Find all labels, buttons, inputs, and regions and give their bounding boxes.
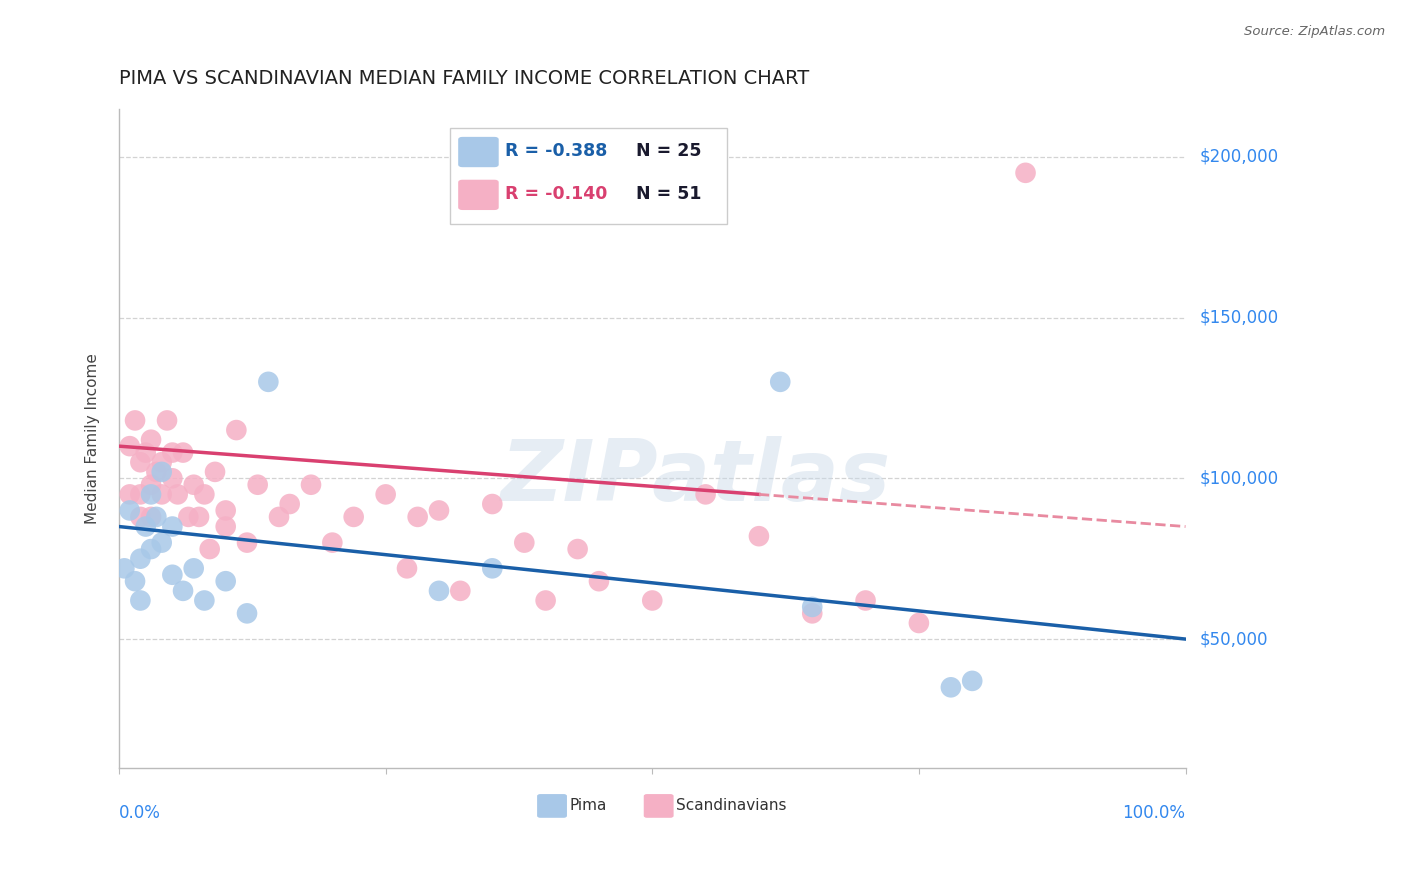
Point [198, 542, 221, 557]
Text: Pima: Pima [569, 798, 606, 814]
Point [513, 535, 536, 549]
Text: $200,000: $200,000 [1199, 148, 1278, 166]
FancyBboxPatch shape [450, 128, 727, 224]
Point [188, 509, 211, 524]
Point [145, 509, 167, 524]
Point [183, 561, 205, 575]
Point [449, 583, 471, 598]
FancyBboxPatch shape [644, 794, 673, 818]
Point [257, 375, 280, 389]
Text: R = -0.388: R = -0.388 [505, 143, 607, 161]
Point [172, 583, 194, 598]
Point [124, 413, 146, 427]
Point [801, 599, 824, 614]
Point [118, 487, 141, 501]
Point [695, 487, 717, 501]
Point [172, 445, 194, 459]
Point [124, 574, 146, 589]
Point [118, 503, 141, 517]
Point [145, 465, 167, 479]
Point [748, 529, 770, 543]
Point [193, 593, 215, 607]
Point [177, 509, 200, 524]
Point [156, 413, 179, 427]
Point [129, 455, 152, 469]
Point [267, 509, 290, 524]
Point [395, 561, 418, 575]
Point [150, 455, 173, 469]
Text: Scandinavians: Scandinavians [676, 798, 786, 814]
Point [641, 593, 664, 607]
Text: N = 51: N = 51 [637, 186, 702, 203]
Text: PIMA VS SCANDINAVIAN MEDIAN FAMILY INCOME CORRELATION CHART: PIMA VS SCANDINAVIAN MEDIAN FAMILY INCOM… [120, 69, 810, 87]
Point [534, 593, 557, 607]
Point [150, 535, 173, 549]
Point [1014, 166, 1036, 180]
Point [299, 477, 322, 491]
Point [908, 615, 931, 630]
Point [939, 681, 962, 695]
Point [139, 433, 162, 447]
Point [129, 509, 152, 524]
Text: Source: ZipAtlas.com: Source: ZipAtlas.com [1244, 25, 1385, 38]
Point [225, 423, 247, 437]
Point [567, 542, 589, 557]
Point [150, 465, 173, 479]
Point [129, 551, 152, 566]
Point [801, 607, 824, 621]
Point [215, 503, 238, 517]
Point [139, 509, 162, 524]
Point [166, 487, 188, 501]
Point [150, 487, 173, 501]
FancyBboxPatch shape [458, 179, 499, 210]
Text: R = -0.140: R = -0.140 [505, 186, 607, 203]
Point [769, 375, 792, 389]
Point [246, 477, 269, 491]
Point [236, 535, 259, 549]
Point [162, 567, 184, 582]
Point [135, 445, 157, 459]
Point [960, 673, 983, 688]
Point [427, 503, 450, 517]
Text: 100.0%: 100.0% [1122, 804, 1185, 822]
Point [215, 574, 238, 589]
FancyBboxPatch shape [537, 794, 567, 818]
Point [135, 519, 157, 533]
Point [427, 583, 450, 598]
Point [129, 593, 152, 607]
Point [139, 477, 162, 491]
Point [236, 607, 259, 621]
Point [139, 487, 162, 501]
Point [204, 465, 226, 479]
Y-axis label: Median Family Income: Median Family Income [86, 352, 100, 524]
Point [118, 439, 141, 453]
Text: $50,000: $50,000 [1199, 630, 1268, 648]
Point [374, 487, 396, 501]
Point [129, 487, 152, 501]
Text: 0.0%: 0.0% [120, 804, 160, 822]
Point [162, 445, 184, 459]
Point [215, 519, 238, 533]
Point [481, 561, 503, 575]
Point [278, 497, 301, 511]
Point [481, 497, 503, 511]
Point [855, 593, 877, 607]
Text: $150,000: $150,000 [1199, 309, 1278, 326]
Text: N = 25: N = 25 [637, 143, 702, 161]
Point [406, 509, 429, 524]
FancyBboxPatch shape [458, 136, 499, 167]
Point [112, 561, 135, 575]
Point [139, 542, 162, 557]
Point [183, 477, 205, 491]
Text: $100,000: $100,000 [1199, 469, 1278, 487]
Point [162, 519, 184, 533]
Text: ZIPatlas: ZIPatlas [499, 436, 890, 519]
Point [343, 509, 366, 524]
Point [162, 471, 184, 485]
Point [193, 487, 215, 501]
Point [321, 535, 343, 549]
Point [588, 574, 610, 589]
